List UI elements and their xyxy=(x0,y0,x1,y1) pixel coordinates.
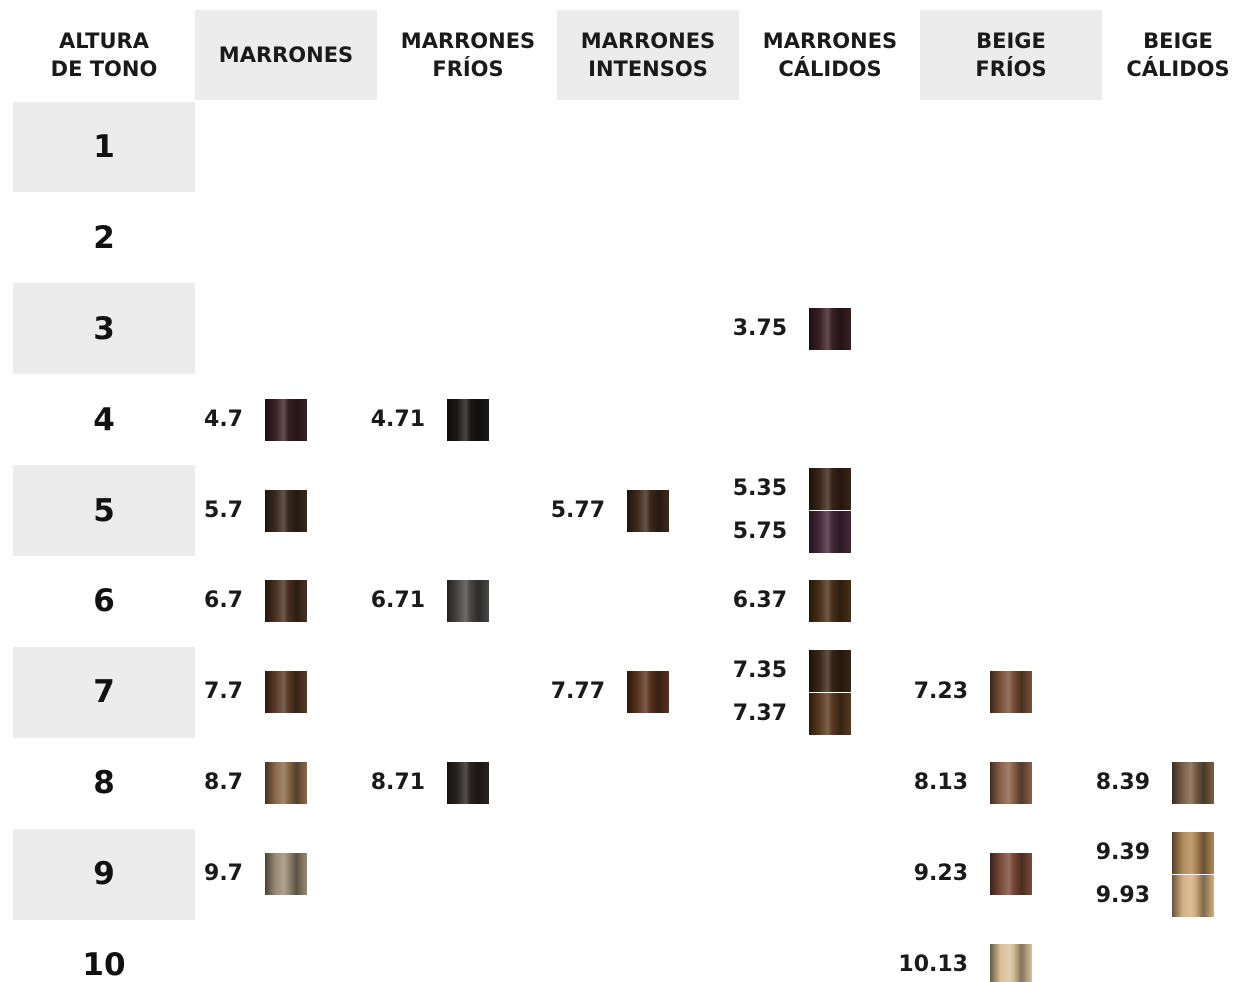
shade-code: 9.93 xyxy=(1060,875,1150,917)
column-header: MARRONES xyxy=(195,10,377,100)
header-line: DE TONO xyxy=(51,55,158,83)
shade-swatch xyxy=(265,490,307,532)
shade-swatch xyxy=(447,762,489,804)
shade-swatch xyxy=(447,399,489,441)
shade-swatch xyxy=(627,671,669,713)
shade-swatch xyxy=(1172,762,1214,804)
shade-code: 5.75 xyxy=(697,511,787,553)
shade-code: 3.75 xyxy=(697,308,787,350)
level: 2 xyxy=(13,192,195,283)
shade-swatch xyxy=(265,853,307,895)
shade-swatch xyxy=(1172,832,1214,874)
level: 3 xyxy=(13,283,195,374)
level: 10 xyxy=(13,920,195,982)
shade-swatch xyxy=(809,308,851,350)
header-line: MARRONES xyxy=(401,27,535,55)
shade-code: 10.13 xyxy=(878,944,968,982)
shade-code: 7.23 xyxy=(878,671,968,713)
shade-code: 6.71 xyxy=(335,580,425,622)
level: 1 xyxy=(13,102,195,193)
header-line: MARRONES xyxy=(581,27,715,55)
shade-swatch xyxy=(990,671,1032,713)
shade-code: 8.7 xyxy=(153,762,243,804)
shade-code: 7.7 xyxy=(153,671,243,713)
shade-swatch xyxy=(809,468,851,510)
shade-swatch xyxy=(809,580,851,622)
header-line: MARRONES xyxy=(763,27,897,55)
shade-code: 6.37 xyxy=(697,580,787,622)
shade-code: 7.35 xyxy=(697,650,787,692)
header-line: CÁLIDOS xyxy=(778,55,881,83)
shade-code: 7.77 xyxy=(515,671,605,713)
header-line: INTENSOS xyxy=(588,55,708,83)
header-line: BEIGE xyxy=(1143,27,1213,55)
shade-swatch xyxy=(809,650,851,692)
shade-swatch xyxy=(265,762,307,804)
shade-swatch xyxy=(627,490,669,532)
shade-code: 4.71 xyxy=(335,399,425,441)
header-line: BEIGE xyxy=(976,27,1046,55)
shade-code: 5.77 xyxy=(515,490,605,532)
shade-code: 5.7 xyxy=(153,490,243,532)
shade-swatch xyxy=(1172,875,1214,917)
shade-code: 5.35 xyxy=(697,468,787,510)
header-line: MARRONES xyxy=(219,41,353,69)
shade-swatch xyxy=(447,580,489,622)
shade-swatch xyxy=(265,399,307,441)
shade-swatch xyxy=(990,762,1032,804)
shade-swatch xyxy=(265,580,307,622)
shade-code: 8.39 xyxy=(1060,762,1150,804)
shade-code: 6.7 xyxy=(153,580,243,622)
shade-code: 9.7 xyxy=(153,853,243,895)
shade-code: 8.13 xyxy=(878,762,968,804)
shade-code: 7.37 xyxy=(697,693,787,735)
shade-code: 9.23 xyxy=(878,853,968,895)
header-line: CÁLIDOS xyxy=(1126,55,1229,83)
shade-swatch xyxy=(265,671,307,713)
header-line: FRÍOS xyxy=(975,55,1046,83)
shade-code: 9.39 xyxy=(1060,832,1150,874)
header-line: ALTURA xyxy=(59,27,149,55)
shade-code: 4.7 xyxy=(153,399,243,441)
shade-swatch xyxy=(809,693,851,735)
header-line: FRÍOS xyxy=(432,55,503,83)
shade-swatch xyxy=(990,853,1032,895)
page: ALTURADE TONOMARRONESMARRONESFRÍOSMARRON… xyxy=(0,0,1254,982)
shade-swatch xyxy=(990,944,1032,982)
shade-swatch xyxy=(809,511,851,553)
shade-code: 8.71 xyxy=(335,762,425,804)
